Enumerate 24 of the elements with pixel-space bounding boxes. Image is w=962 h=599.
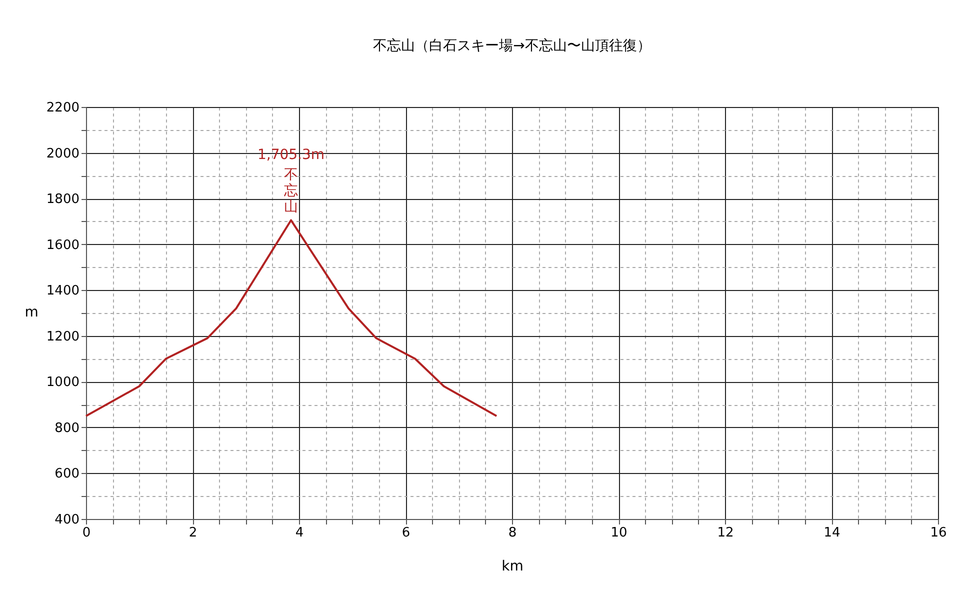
chart-title: 不忘山（白石スキー場→不忘山〜山頂往復） [373, 37, 651, 54]
y-tick-label: 800 [54, 420, 80, 436]
x-tick-label: 2 [188, 526, 198, 540]
y-axis-title: m [24, 304, 38, 320]
x-tick-label: 4 [295, 526, 304, 540]
x-tick-label: 10 [610, 526, 628, 540]
x-axis-title: km [502, 558, 524, 574]
x-tick-label: 16 [930, 526, 947, 540]
x-tick-label: 0 [82, 526, 91, 540]
x-tick-label: 8 [508, 526, 517, 540]
x-tick-label: 6 [402, 526, 410, 540]
x-tick-label: 12 [717, 526, 734, 540]
y-tick-label: 1200 [46, 329, 80, 344]
y-tick-label: 600 [54, 466, 80, 482]
line-series [85, 219, 498, 417]
y-tick-label: 1800 [46, 192, 80, 208]
y-tick-label: 1000 [46, 375, 80, 390]
y-tick-label: 1600 [46, 238, 80, 253]
y-tick-label: 400 [54, 512, 80, 528]
y-tick-label: 2000 [46, 146, 80, 162]
x-tick-label: 14 [824, 526, 840, 540]
y-tick-label: 1400 [46, 284, 80, 299]
annotation: 不忘山 [284, 167, 298, 216]
y-tick-label: 2200 [46, 100, 80, 116]
